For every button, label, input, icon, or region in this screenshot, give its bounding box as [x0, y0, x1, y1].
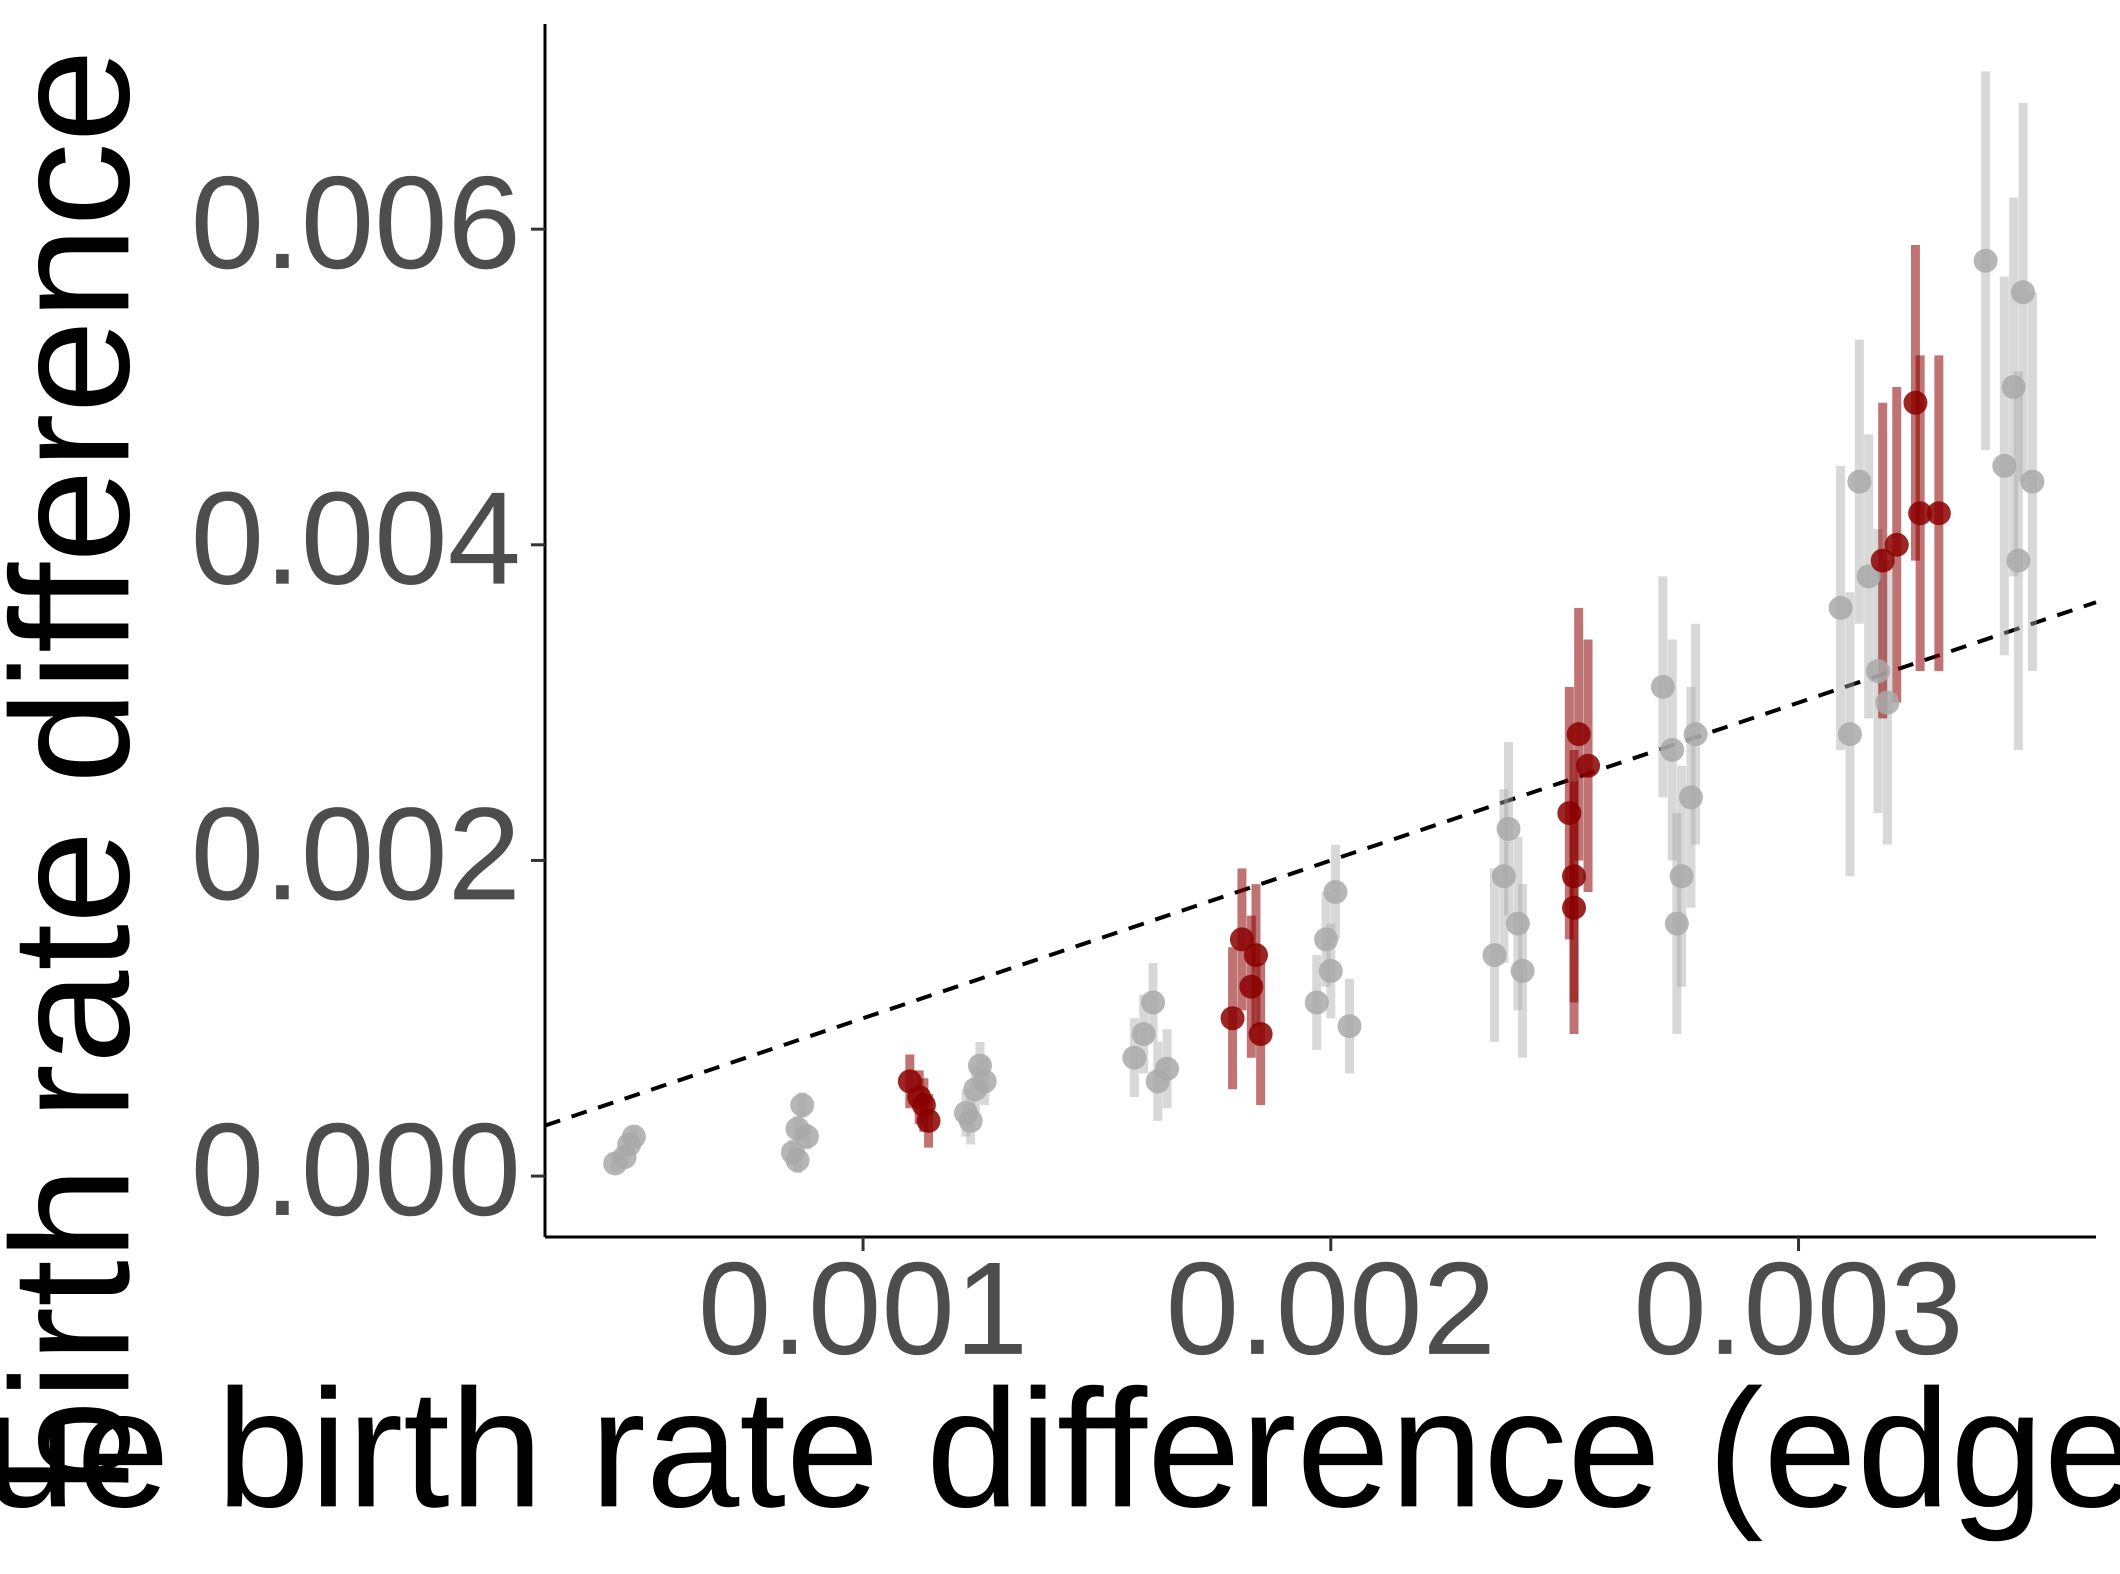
point	[1562, 864, 1587, 889]
point	[1866, 659, 1891, 684]
point	[1248, 1022, 1273, 1047]
point	[1337, 1014, 1362, 1039]
point	[1973, 248, 1998, 273]
point	[1908, 501, 1933, 526]
y-tick-label: 0.004	[191, 465, 521, 612]
point	[790, 1093, 815, 1118]
point	[1496, 816, 1521, 841]
y-tick-label: 0.002	[191, 780, 521, 927]
point	[1239, 974, 1264, 999]
reference-line	[544, 600, 2097, 1128]
point	[1576, 753, 1601, 778]
point	[1875, 690, 1900, 715]
point	[958, 1108, 983, 1133]
y-tick-label: 0.000	[191, 1096, 521, 1243]
point	[1557, 801, 1582, 826]
point	[621, 1124, 646, 1149]
point	[1131, 1022, 1156, 1047]
point	[1884, 532, 1909, 557]
point	[1683, 722, 1708, 747]
point	[1243, 943, 1268, 968]
point	[1229, 927, 1254, 952]
point	[2006, 548, 2031, 573]
point	[911, 1093, 936, 1118]
point	[1856, 564, 1881, 589]
point	[1566, 722, 1591, 747]
point	[1870, 548, 1895, 573]
point	[1318, 958, 1343, 983]
point	[1482, 943, 1507, 968]
point	[1660, 737, 1685, 762]
x-tick-label: 0.001	[698, 1235, 1028, 1382]
point	[1926, 501, 1951, 526]
point	[1491, 864, 1516, 889]
point	[1220, 1006, 1245, 1031]
point	[1314, 927, 1339, 952]
point	[1837, 722, 1862, 747]
point	[1903, 390, 1928, 415]
point	[1323, 880, 1348, 905]
point	[1141, 990, 1166, 1015]
point	[1828, 595, 1853, 620]
point	[2011, 280, 2036, 305]
point	[1650, 674, 1675, 699]
point	[794, 1124, 819, 1149]
point	[1505, 911, 1530, 936]
x-tick-label: 0.002	[1166, 1235, 1496, 1382]
point	[1562, 895, 1587, 920]
point	[1847, 469, 1872, 494]
x-axis-title: ue birth rate difference (edge	[0, 1354, 2120, 1542]
point	[1992, 453, 2017, 478]
point	[967, 1053, 992, 1078]
point	[1510, 958, 1535, 983]
y-axis-title: birth rate difference (	[0, 0, 164, 1494]
x-tick-label: 0.003	[1633, 1235, 1963, 1382]
point	[785, 1148, 810, 1173]
point	[1669, 864, 1694, 889]
point	[2001, 374, 2026, 399]
point	[1664, 911, 1689, 936]
point	[2020, 469, 2045, 494]
point	[1304, 990, 1329, 1015]
point	[1678, 785, 1703, 810]
point	[1155, 1056, 1180, 1081]
point	[1122, 1045, 1147, 1070]
y-tick-label: 0.006	[191, 149, 521, 296]
